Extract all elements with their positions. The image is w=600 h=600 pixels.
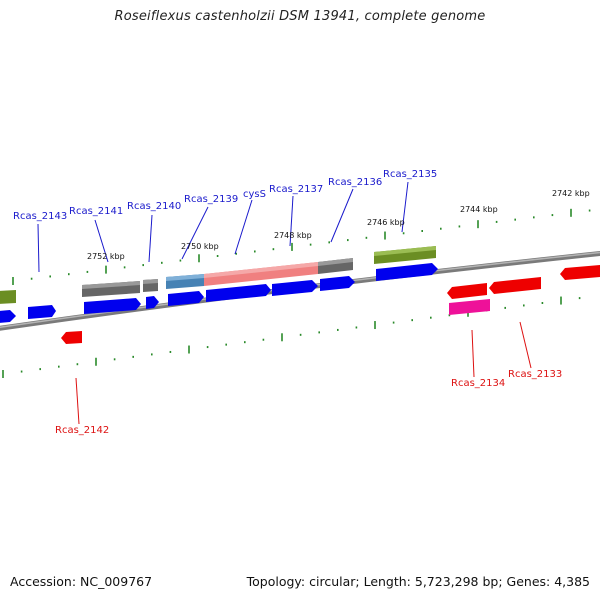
gene-label: Rcas_2136: [328, 177, 382, 188]
gene-arrow: [320, 276, 355, 291]
gene-feature: [449, 299, 490, 315]
kbp-label: 2744 kbp: [460, 205, 498, 214]
gene-feature: [0, 290, 16, 304]
gene-arrow: [376, 263, 438, 281]
gene-arrow: [28, 305, 56, 319]
gene-label: Rcas_2143: [13, 211, 67, 222]
gene-label: cysS: [243, 189, 266, 200]
reverse-gene-track: [61, 265, 600, 344]
kbp-label: 2742 kbp: [552, 189, 590, 198]
tick-track-upper: [12, 208, 591, 285]
gene-label: Rcas_2137: [269, 184, 323, 195]
kbp-label: 2752 kbp: [87, 252, 125, 261]
gene-arrow: [84, 298, 141, 314]
gene-arrow: [560, 265, 600, 280]
kbp-label: 2746 kbp: [367, 218, 405, 227]
gene-label: Rcas_2140: [127, 201, 181, 212]
gene-arrow: [0, 310, 16, 323]
gene-arrow: [447, 283, 487, 299]
forward-gene-track: [0, 263, 438, 323]
gene-labels-lower: Rcas_2142 Rcas_2134 Rcas_2133: [55, 369, 562, 436]
gene-arrow: [489, 277, 541, 294]
gene-label: Rcas_2135: [383, 169, 437, 180]
genome-summary-text: Topology: circular; Length: 5,723,298 bp…: [246, 574, 590, 589]
leader-lines: [37, 181, 532, 425]
gene-arrow: [206, 284, 271, 302]
feature-track: [0, 246, 436, 304]
gene-arrow: [61, 331, 82, 344]
gene-label: Rcas_2139: [184, 194, 238, 205]
gene-labels-upper: Rcas_2143 Rcas_2141 Rcas_2140 Rcas_2139 …: [13, 169, 437, 222]
gene-label: Rcas_2134: [451, 378, 505, 389]
gene-arrow: [146, 296, 159, 309]
gene-label: Rcas_2141: [69, 206, 123, 217]
kbp-label: 2750 kbp: [181, 242, 219, 251]
kbp-label: 2748 kbp: [274, 231, 312, 240]
gene-label: Rcas_2133: [508, 369, 562, 380]
gene-arrow: [168, 291, 204, 306]
kbp-labels: 2752 kbp 2750 kbp 2748 kbp 2746 kbp 2744…: [87, 189, 590, 261]
accession-text: Accession: NC_009767: [10, 574, 153, 589]
genome-title: Roseiflexus castenholzii DSM 13941, comp…: [114, 9, 486, 24]
gene-label: Rcas_2142: [55, 425, 109, 436]
gene-arrow: [272, 280, 318, 296]
